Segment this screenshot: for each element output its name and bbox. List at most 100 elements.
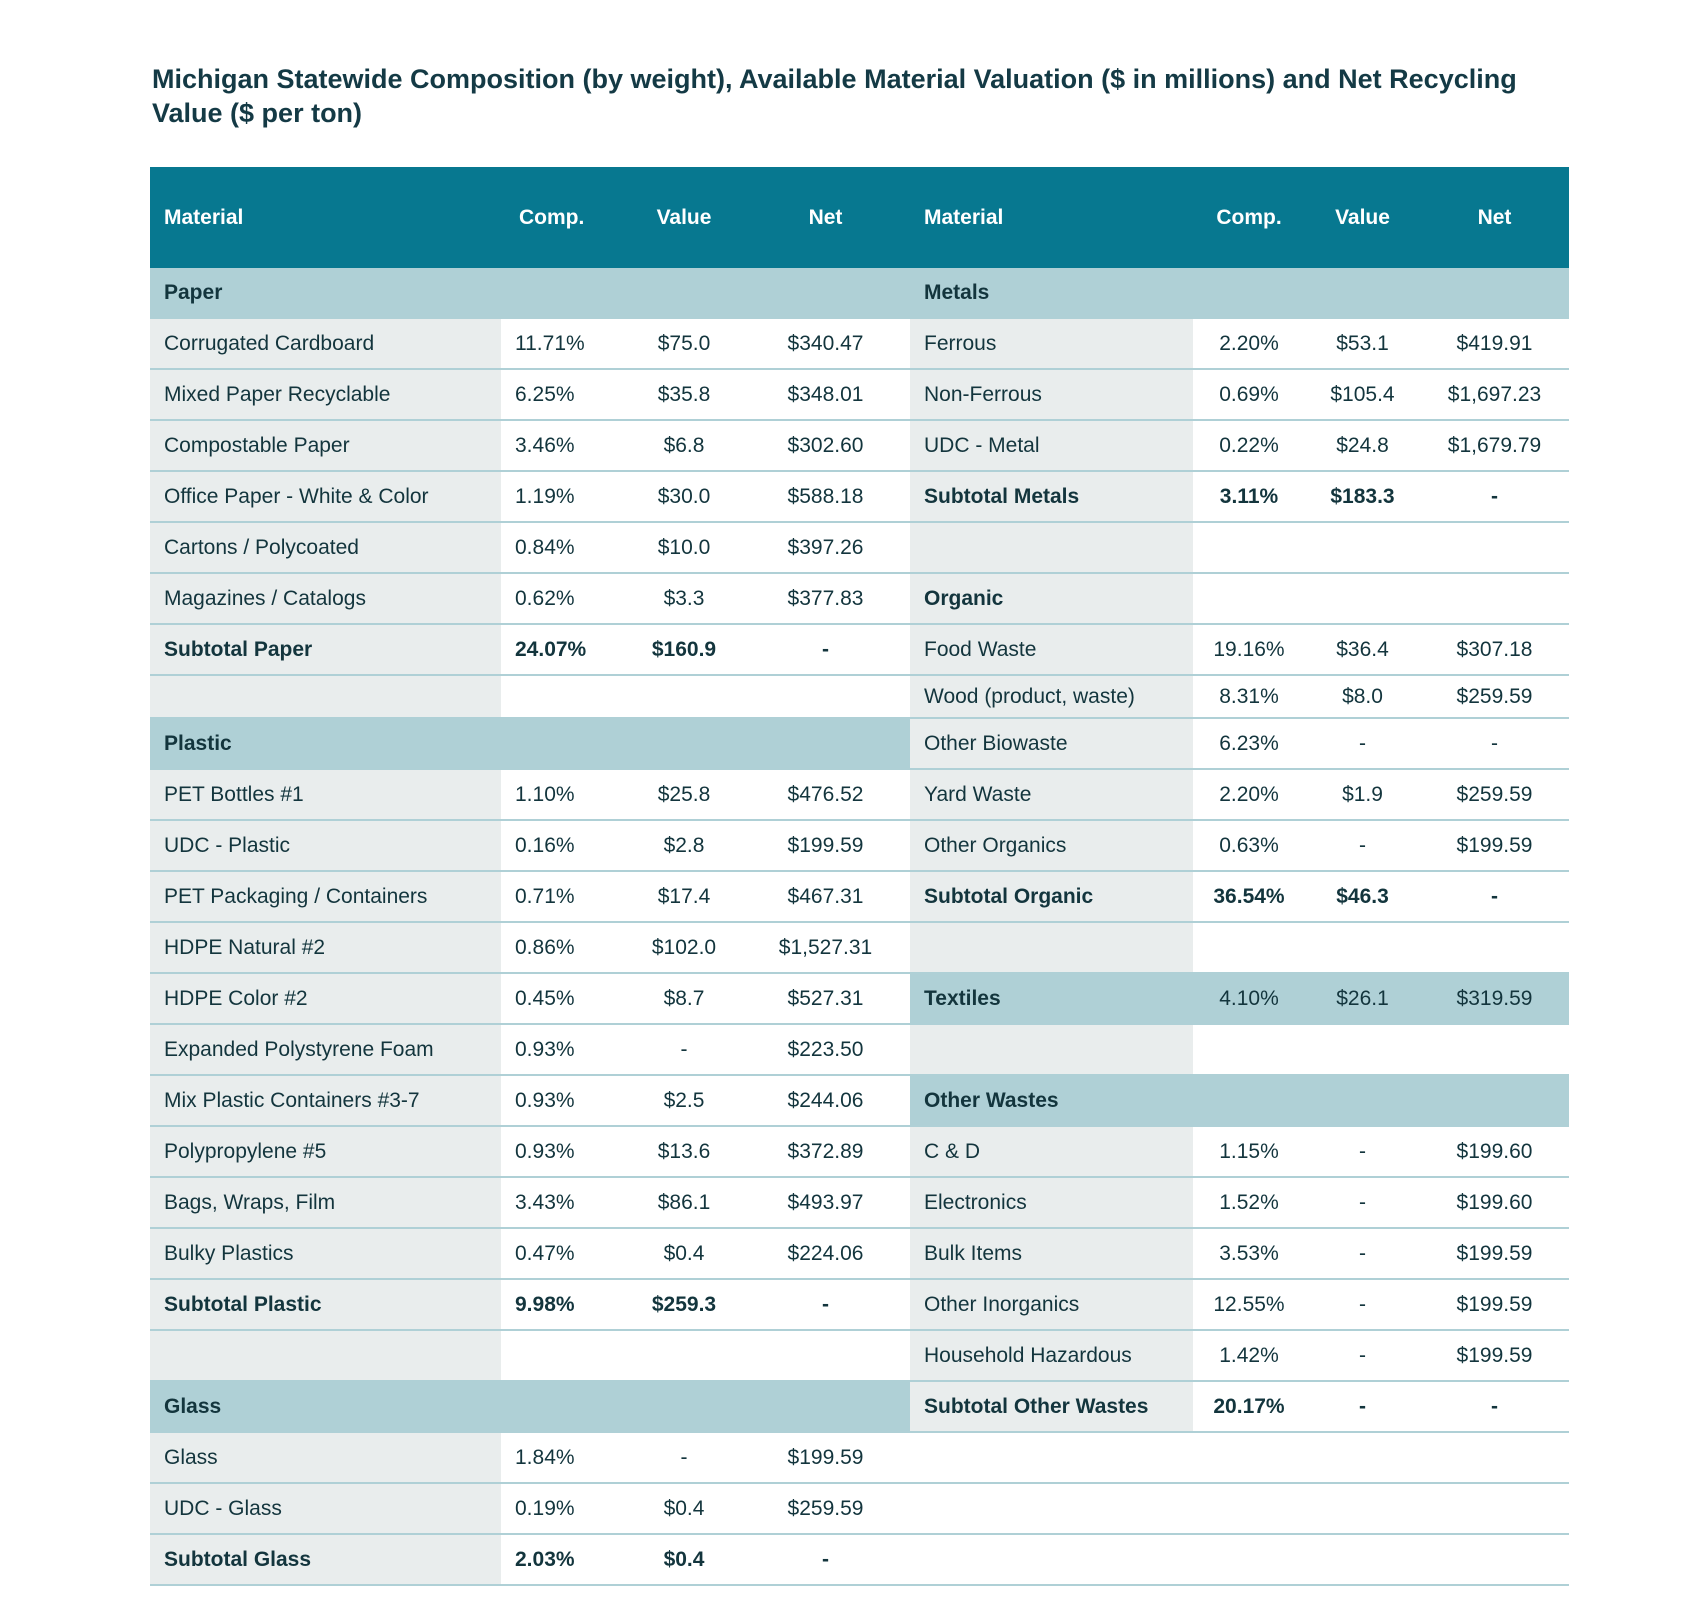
value-cell: $0.4 (627, 1484, 741, 1535)
comp-cell: 0.86% (501, 923, 627, 974)
net-cell: $467.31 (741, 872, 910, 923)
value-cell: $259.3 (627, 1280, 741, 1331)
material-label: Wood (product, waste) (910, 676, 1193, 719)
comp-cell: 0.69% (1193, 370, 1305, 421)
comp-cell: 2.20% (1193, 319, 1305, 370)
comp-cell: 19.16% (1193, 625, 1305, 676)
column-header: Net (1420, 167, 1569, 268)
net-cell: - (741, 625, 910, 676)
net-cell: $307.18 (1420, 625, 1569, 676)
material-label: Office Paper - White & Color (150, 472, 501, 523)
comp-cell: 3.43% (501, 1178, 627, 1229)
section-header: Paper (150, 268, 910, 319)
comp-cell: 8.31% (1193, 676, 1305, 719)
comp-cell: 4.10% (1193, 974, 1305, 1025)
blank-cell (741, 676, 910, 719)
empty-row (910, 1535, 1569, 1586)
material-label: Household Hazardous (910, 1331, 1193, 1382)
comp-cell: 6.23% (1193, 719, 1305, 770)
blank-cell (1420, 1025, 1569, 1076)
net-cell: $340.47 (741, 319, 910, 370)
material-label: Other Biowaste (910, 719, 1193, 770)
comp-cell: 2.20% (1193, 770, 1305, 821)
value-cell: - (1305, 1229, 1420, 1280)
net-cell: $397.26 (741, 523, 910, 574)
value-cell: $53.1 (1305, 319, 1420, 370)
material-label: Bulk Items (910, 1229, 1193, 1280)
value-cell: $46.3 (1305, 872, 1420, 923)
material-label: UDC - Plastic (150, 821, 501, 872)
material-label: Corrugated Cardboard (150, 319, 501, 370)
comp-cell: 0.93% (501, 1127, 627, 1178)
value-cell: $3.3 (627, 574, 741, 625)
value-cell: $8.7 (627, 974, 741, 1025)
net-cell: $377.83 (741, 574, 910, 625)
blank-cell (150, 1331, 501, 1382)
value-cell: - (1305, 1280, 1420, 1331)
net-cell: $476.52 (741, 770, 910, 821)
material-label: Bags, Wraps, Film (150, 1178, 501, 1229)
value-cell: - (1305, 821, 1420, 872)
net-cell: $1,679.79 (1420, 421, 1569, 472)
net-cell: - (1420, 719, 1569, 770)
material-label: Textiles (910, 974, 1193, 1025)
net-cell: $199.59 (741, 821, 910, 872)
value-cell: - (1305, 1127, 1420, 1178)
subtotal-label: Subtotal Other Wastes (910, 1382, 1193, 1433)
value-cell: $75.0 (627, 319, 741, 370)
comp-cell: 1.15% (1193, 1127, 1305, 1178)
blank-cell (1420, 523, 1569, 574)
subsection-label: Organic (910, 574, 1193, 625)
empty-row (910, 1433, 1569, 1484)
net-cell: $223.50 (741, 1025, 910, 1076)
material-label: C & D (910, 1127, 1193, 1178)
section-header: Other Wastes (910, 1076, 1569, 1127)
material-label: PET Bottles #1 (150, 770, 501, 821)
comp-cell: 1.52% (1193, 1178, 1305, 1229)
blank-cell (910, 523, 1193, 574)
value-cell: $17.4 (627, 872, 741, 923)
blank-cell (1420, 923, 1569, 974)
comp-cell: 0.45% (501, 974, 627, 1025)
value-cell: $105.4 (1305, 370, 1420, 421)
blank-cell (1193, 574, 1305, 625)
blank-cell (627, 1331, 741, 1382)
value-cell: $6.8 (627, 421, 741, 472)
comp-cell: 36.54% (1193, 872, 1305, 923)
material-label: HDPE Natural #2 (150, 923, 501, 974)
comp-cell: 0.47% (501, 1229, 627, 1280)
material-label: Food Waste (910, 625, 1193, 676)
comp-cell: 24.07% (501, 625, 627, 676)
comp-cell: 20.17% (1193, 1382, 1305, 1433)
comp-cell: 0.93% (501, 1025, 627, 1076)
comp-cell: 6.25% (501, 370, 627, 421)
section-header: Glass (150, 1382, 910, 1433)
subtotal-label: Subtotal Paper (150, 625, 501, 676)
material-label: Glass (150, 1433, 501, 1484)
blank-cell (910, 1025, 1193, 1076)
subtotal-label: Subtotal Glass (150, 1535, 501, 1586)
value-cell: - (1305, 1382, 1420, 1433)
comp-cell: 0.84% (501, 523, 627, 574)
value-cell: $1.9 (1305, 770, 1420, 821)
net-cell: $588.18 (741, 472, 910, 523)
section-header: Metals (910, 268, 1569, 319)
subtotal-label: Subtotal Metals (910, 472, 1193, 523)
comp-cell: 0.63% (1193, 821, 1305, 872)
value-cell: $26.1 (1305, 974, 1420, 1025)
comp-cell: 3.53% (1193, 1229, 1305, 1280)
column-header: Net (741, 167, 910, 268)
net-cell: $527.31 (741, 974, 910, 1025)
net-cell: $199.59 (1420, 821, 1569, 872)
value-cell: $2.8 (627, 821, 741, 872)
comp-cell: 3.46% (501, 421, 627, 472)
comp-cell: 12.55% (1193, 1280, 1305, 1331)
comp-cell: 0.62% (501, 574, 627, 625)
comp-cell: 0.93% (501, 1076, 627, 1127)
composition-table: Material Comp. Value Net Material Comp. Value N… (150, 167, 1569, 1586)
value-cell: - (1305, 719, 1420, 770)
page-title: Michigan Statewide Composition (by weigh… (152, 64, 1517, 128)
value-cell: $30.0 (627, 472, 741, 523)
net-cell: - (1420, 472, 1569, 523)
subtotal-label: Subtotal Organic (910, 872, 1193, 923)
